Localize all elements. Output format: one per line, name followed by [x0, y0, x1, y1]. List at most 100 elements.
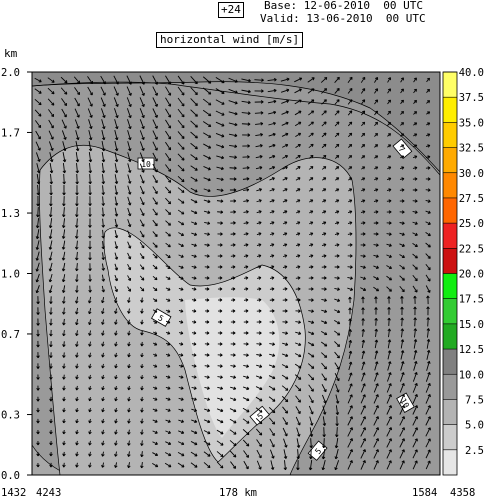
colorbar-cell — [443, 399, 457, 425]
wind-arrow — [114, 263, 119, 271]
wind-arrow — [308, 210, 314, 214]
wind-arrow — [47, 87, 55, 95]
wind-arrow — [425, 405, 431, 415]
wind-arrow — [413, 88, 417, 94]
wind-arrow — [386, 449, 392, 459]
wind-arrow — [88, 440, 92, 446]
wind-arrow — [296, 438, 301, 448]
wind-arrow — [347, 254, 353, 258]
wind-arrow — [127, 119, 132, 130]
wind-arrow — [425, 177, 431, 181]
wind-arrow — [49, 407, 53, 413]
wind-arrow — [255, 428, 263, 436]
wind-arrow — [36, 363, 40, 369]
wind-arrow — [360, 210, 366, 214]
wind-arrow — [74, 119, 80, 129]
wind-arrow — [49, 296, 53, 304]
wind-arrow — [268, 132, 276, 137]
wind-arrow — [295, 254, 301, 258]
wind-arrow — [282, 221, 288, 225]
wind-arrow — [203, 451, 211, 457]
wind-arrow — [360, 265, 366, 269]
wind-arrow — [400, 317, 404, 327]
wind-arrow — [49, 184, 53, 196]
wind-arrow — [152, 97, 158, 107]
wind-arrow — [114, 330, 118, 336]
wind-arrow — [178, 386, 184, 390]
wind-arrow — [178, 232, 185, 237]
wind-arrow — [321, 232, 327, 236]
wind-arrow — [75, 341, 79, 347]
wind-arrow — [177, 153, 185, 161]
wind-arrow — [321, 99, 327, 105]
wind-arrow — [217, 287, 223, 291]
wind-arrow — [88, 274, 92, 282]
wind-arrow — [374, 88, 378, 94]
wind-arrow — [386, 438, 392, 448]
wind-arrow — [139, 119, 145, 130]
wind-arrow — [413, 133, 418, 137]
wind-arrow — [320, 331, 328, 336]
wind-arrow — [49, 341, 53, 348]
wind-arrow — [114, 418, 118, 424]
wind-arrow — [426, 360, 431, 371]
wind-arrow — [347, 210, 353, 214]
wind-arrow — [140, 308, 144, 314]
wind-arrow — [216, 419, 224, 424]
wind-arrow — [334, 276, 340, 280]
wind-arrow — [348, 166, 353, 170]
wind-arrow — [215, 99, 225, 105]
wind-arrow — [321, 298, 327, 302]
wind-arrow — [334, 210, 340, 214]
wind-arrow — [140, 429, 144, 435]
wind-arrow — [139, 152, 145, 162]
wind-arrow — [127, 297, 131, 303]
wind-arrow — [49, 440, 53, 446]
wind-arrow — [269, 165, 276, 170]
wind-arrow — [191, 342, 197, 346]
wind-arrow — [399, 394, 405, 404]
wind-arrow — [295, 155, 301, 159]
wind-arrow — [101, 396, 105, 402]
wind-arrow — [203, 143, 212, 149]
wind-arrow — [387, 296, 391, 304]
wind-arrow — [127, 275, 132, 281]
wind-arrow — [75, 462, 79, 468]
wind-arrow — [178, 220, 185, 226]
wind-arrow — [88, 119, 93, 130]
wind-arrow — [321, 449, 326, 460]
wind-arrow — [127, 141, 132, 152]
wind-arrow — [114, 286, 119, 293]
wind-arrow — [127, 252, 132, 260]
wind-arrow — [114, 341, 118, 347]
wind-arrow — [101, 297, 105, 304]
wind-arrow — [127, 152, 132, 163]
wind-arrow — [360, 76, 366, 83]
wind-arrow — [373, 243, 379, 247]
wind-arrow — [229, 177, 237, 181]
wind-arrow — [229, 440, 237, 447]
wind-arrow — [230, 353, 236, 357]
wind-arrow — [412, 460, 418, 470]
wind-arrow — [127, 174, 132, 184]
wind-arrow — [139, 185, 145, 195]
wind-arrow — [347, 110, 353, 116]
wind-arrow — [242, 155, 250, 159]
wind-arrow — [217, 353, 223, 357]
wind-arrow — [101, 218, 105, 228]
wind-arrow — [101, 462, 105, 468]
wind-arrow — [203, 419, 211, 424]
wind-arrow — [127, 230, 132, 238]
wind-arrow — [127, 286, 131, 292]
field-top-band — [31, 71, 441, 173]
wind-arrow — [203, 462, 211, 469]
wind-arrow — [360, 232, 366, 236]
wind-arrow — [88, 151, 93, 163]
wind-arrow — [308, 395, 314, 404]
wind-arrow — [190, 142, 198, 150]
wind-arrow — [243, 450, 249, 458]
wind-arrow — [36, 163, 41, 174]
wind-arrow — [334, 132, 340, 138]
wind-arrow — [308, 460, 313, 471]
wind-arrow — [321, 394, 327, 404]
